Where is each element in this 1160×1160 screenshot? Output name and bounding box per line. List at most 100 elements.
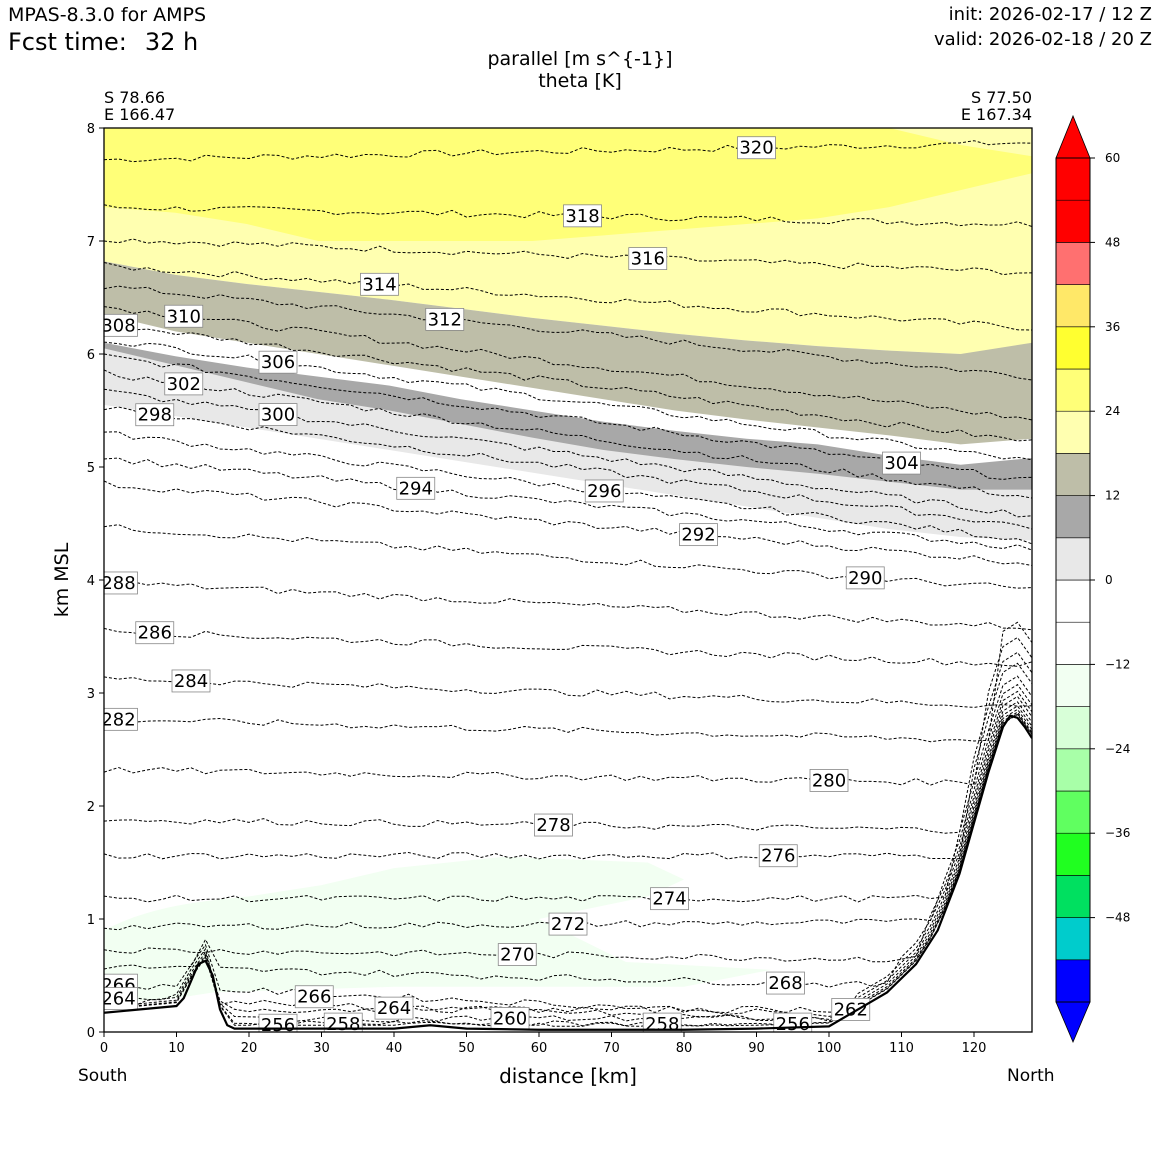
theta-label-284: 284 xyxy=(171,669,211,693)
theta-label-box xyxy=(396,476,436,500)
end-longitude: E 167.34 xyxy=(960,105,1032,124)
theta-label-text: 282 xyxy=(101,709,135,730)
theta-label-text: 310 xyxy=(167,306,201,327)
colorbar-segment xyxy=(1055,706,1091,750)
theta-label-box xyxy=(104,313,138,337)
theta-label-box xyxy=(374,996,414,1020)
theta-contour-294 xyxy=(104,457,1032,551)
theta-contour-300 xyxy=(104,388,1032,518)
colorbar-segment xyxy=(1055,326,1091,370)
theta-contour-280 xyxy=(104,636,1032,786)
wind-fill-negative xyxy=(104,856,771,1004)
theta-contour-306 xyxy=(104,341,1032,461)
theta-label-308: 308 xyxy=(104,313,138,337)
theta-contour-284 xyxy=(104,676,1032,708)
colorbar-tick-label: −36 xyxy=(1105,826,1130,840)
theta-label-box xyxy=(548,912,588,936)
theta-label-text: 256 xyxy=(261,1015,295,1036)
x-tick-label: 0 xyxy=(100,1041,108,1056)
theta-label-box xyxy=(679,523,718,547)
theta-label-272: 272 xyxy=(548,912,588,936)
chart-subtitle: theta [K] xyxy=(538,70,622,92)
theta-label-text: 278 xyxy=(536,815,570,836)
theta-label-286: 286 xyxy=(135,621,175,645)
theta-label-290: 290 xyxy=(845,566,885,590)
theta-label-text: 272 xyxy=(551,914,585,935)
theta-label-box xyxy=(360,272,399,296)
theta-label-text: 280 xyxy=(812,770,846,791)
chart-title: parallel [m s^{-1}] xyxy=(487,48,673,70)
theta-label-box xyxy=(294,985,334,1009)
theta-label-268: 268 xyxy=(766,971,805,995)
colorbar-segment xyxy=(1055,917,1091,961)
theta-label-box xyxy=(563,204,602,228)
theta-label-text: 300 xyxy=(261,405,295,426)
theta-contour-262 xyxy=(104,708,1032,1014)
theta-label-box xyxy=(584,479,624,503)
theta-label-box xyxy=(766,971,805,995)
theta-label-316: 316 xyxy=(628,247,668,271)
wind-fill-6-12 xyxy=(104,348,1032,541)
theta-label-278: 278 xyxy=(534,813,573,837)
theta-label-312: 312 xyxy=(425,307,465,331)
theta-label-298: 298 xyxy=(135,403,175,427)
theta-label-text: 312 xyxy=(428,309,462,330)
theta-label-288: 288 xyxy=(104,571,138,595)
theta-contour-290 xyxy=(104,524,1032,589)
colorbar-tick-label: 60 xyxy=(1105,151,1120,165)
theta-label-box xyxy=(425,307,465,331)
wind-fill-30-36 xyxy=(104,128,1032,241)
theta-label-box xyxy=(104,571,138,595)
colorbar-segment xyxy=(1055,664,1091,707)
x-tick-label: 50 xyxy=(458,1041,475,1056)
theta-label-box xyxy=(845,566,885,590)
theta-label-box xyxy=(135,403,175,427)
theta-contour-266 xyxy=(104,701,1032,1017)
colorbar: −48 −36 −24 −12 0 12 24 36 48 60 xyxy=(1055,114,1130,1044)
theta-label-text: 292 xyxy=(681,525,715,546)
theta-label-box xyxy=(164,304,204,328)
x-tick-label: 10 xyxy=(168,1041,185,1056)
theta-label-text: 304 xyxy=(884,453,918,474)
theta-contour-302 xyxy=(104,369,1032,499)
theta-label-box xyxy=(164,372,204,396)
theta-label-text: 264 xyxy=(377,998,411,1019)
theta-label-318: 318 xyxy=(563,204,602,228)
theta-label-box xyxy=(628,247,668,271)
theta-label-text: 318 xyxy=(565,206,599,227)
x-tick-label: 20 xyxy=(241,1041,258,1056)
theta-label-282: 282 xyxy=(101,707,138,731)
theta-contour-316 xyxy=(104,238,1032,276)
y-tick-label: 5 xyxy=(87,461,95,476)
theta-label-text: 316 xyxy=(631,249,665,270)
theta-contour-270 xyxy=(104,690,1032,963)
y-tick-label: 4 xyxy=(87,574,95,589)
theta-label-box xyxy=(171,669,211,693)
theta-label-box xyxy=(882,451,921,475)
colorbar-under-arrow xyxy=(1055,1001,1091,1044)
colorbar-segment xyxy=(1055,875,1091,918)
theta-label-text: 296 xyxy=(587,481,621,502)
theta-contour-292 xyxy=(104,480,1032,566)
theta-label-text: 306 xyxy=(261,352,295,373)
colorbar-tick-label: −48 xyxy=(1105,911,1130,925)
theta-label-304: 304 xyxy=(882,451,921,475)
wind-fill-18-24 xyxy=(104,261,1032,445)
colorbar-segment xyxy=(1055,157,1091,201)
end-direction: North xyxy=(1007,1066,1055,1086)
theta-contour-296 xyxy=(104,431,1032,545)
theta-contour-258 xyxy=(104,713,1032,1027)
theta-label-266: 266 xyxy=(294,985,334,1009)
theta-contour-264 xyxy=(104,705,1032,1021)
y-tick-label: 7 xyxy=(87,235,95,250)
theta-label-314: 314 xyxy=(360,272,399,296)
theta-label-box xyxy=(831,998,871,1021)
theta-label-text: 276 xyxy=(761,846,795,867)
theta-label-292: 292 xyxy=(679,523,718,547)
theta-label-text: 270 xyxy=(500,945,534,966)
theta-contour-308 xyxy=(104,322,1032,442)
theta-label-276: 276 xyxy=(758,844,798,868)
x-axis-label: distance [km] xyxy=(499,1064,637,1088)
theta-label-box xyxy=(323,1012,363,1032)
